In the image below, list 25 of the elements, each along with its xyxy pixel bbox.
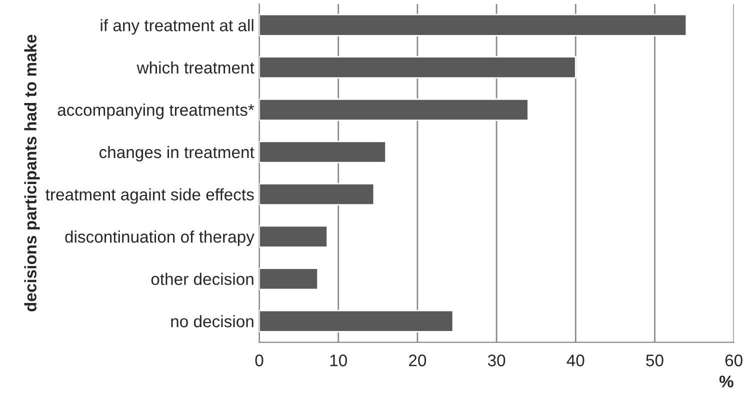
bar [259,140,387,164]
x-tick-label: 50 [646,354,664,366]
bar [259,268,318,290]
y-tick-label: no decision [171,315,254,328]
y-tick-label: if any treatment at all [100,19,254,35]
x-tick-label: 40 [566,354,584,366]
x-axis-title: % [719,376,734,388]
bar [259,14,688,36]
x-tick-label: 10 [330,354,347,366]
y-tick-label: which treatment [136,61,254,74]
bar [259,310,454,332]
x-tick-label: 20 [409,354,426,366]
x-tick-label: 30 [488,354,506,366]
x-tick-label: 60 [725,354,742,366]
y-axis-title: decisions participants had to make [24,34,40,312]
y-tick-label: treatment againt side effects [46,188,254,204]
bar [259,183,375,206]
bar [259,225,328,248]
y-tick-label: accompanying treatments* [58,104,254,120]
bar [259,56,576,79]
y-tick-label: discontinuation of therapy [65,230,254,246]
y-tick-label: changes in treatment [99,146,254,162]
x-tick-label: 0 [255,354,264,366]
bar [259,98,529,121]
y-tick-label: other decision [151,272,254,286]
